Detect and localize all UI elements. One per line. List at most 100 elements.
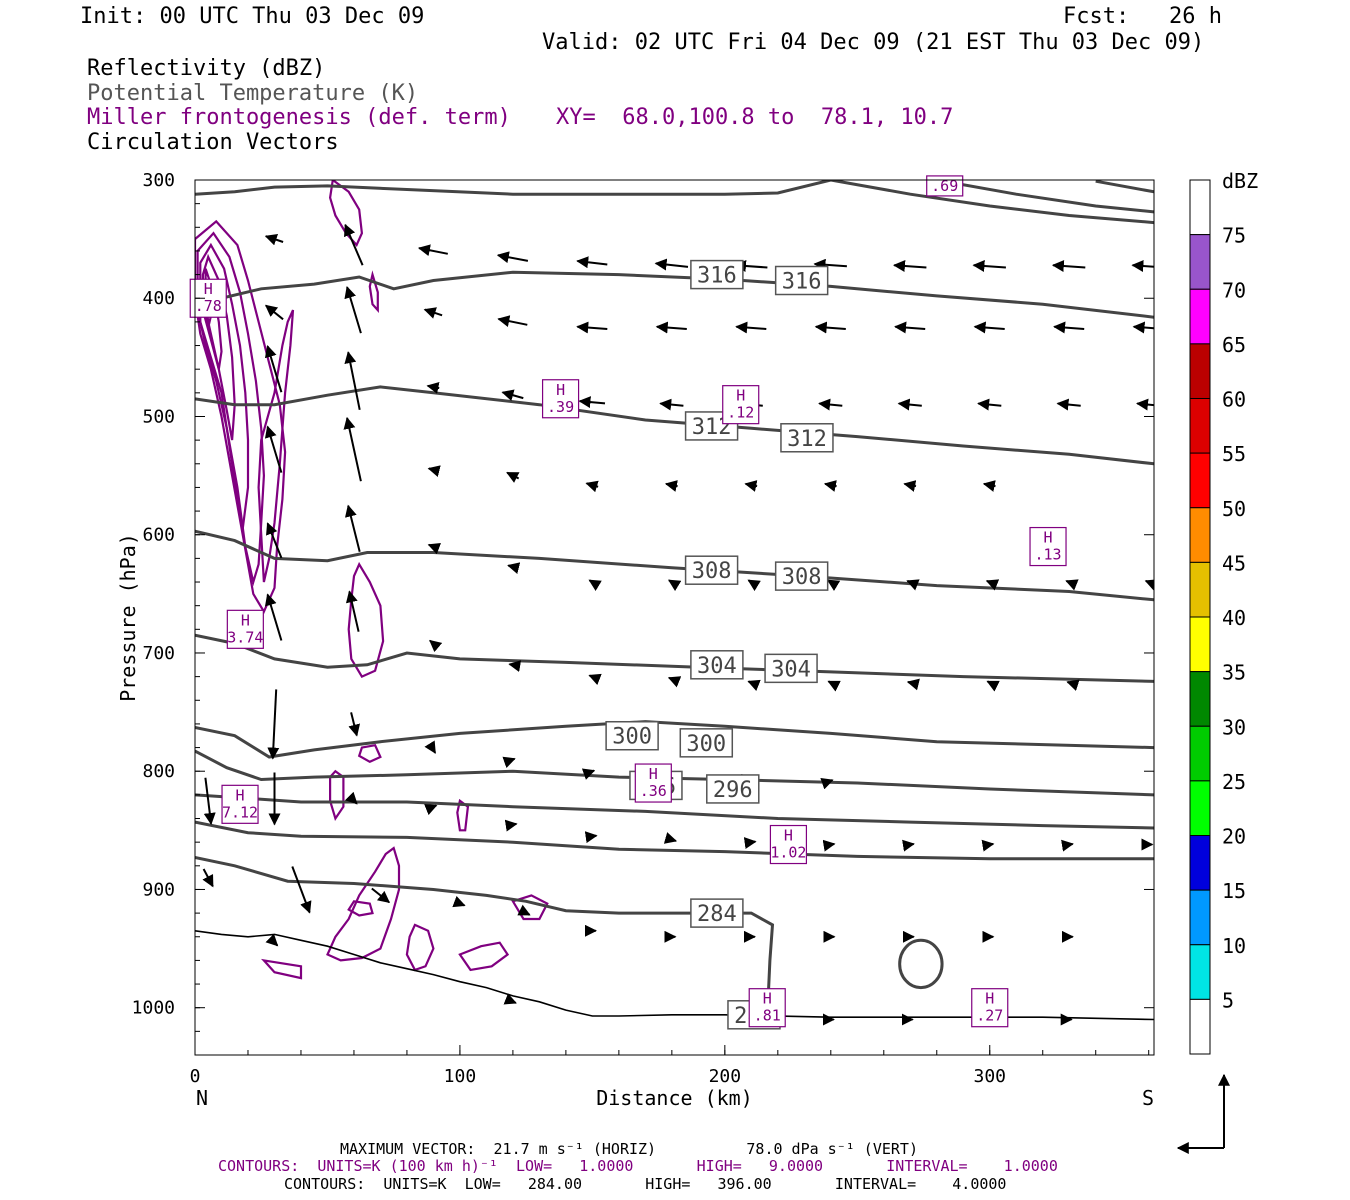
y-tick-label: 300 <box>142 170 175 191</box>
theta-label: 284 <box>697 902 737 927</box>
y-tick-label: 900 <box>142 879 175 900</box>
circulation-vector <box>264 345 283 393</box>
colorbar-tick-label: 30 <box>1222 715 1246 739</box>
circulation-vector <box>496 251 529 264</box>
axes: 0 100 200 300 300 400 500 600 700 800 900 1000 Dista… <box>116 170 1155 1110</box>
frontogenesis-high-box <box>748 988 786 1028</box>
frontogenesis-high-label: H <box>649 765 658 783</box>
theta-contours <box>195 180 1154 1020</box>
theta-label-box <box>605 720 659 751</box>
circulation-vector <box>424 803 438 816</box>
colorbar-segment <box>1189 179 1211 236</box>
theta-contour-300 <box>195 720 1154 759</box>
colorbar-tick-label: 15 <box>1222 879 1246 903</box>
frontogenesis-high-label: .81 <box>754 1007 781 1025</box>
circulation-vector <box>344 285 362 334</box>
frontogenesis-contour <box>326 846 401 962</box>
terrain-line <box>195 930 1154 1021</box>
circulation-vector <box>894 321 926 334</box>
frontogenesis-high-label: 7.12 <box>222 803 258 821</box>
circulation-vector <box>893 259 927 272</box>
circulation-vector <box>585 480 599 493</box>
contour-labels: 3163163123123083083043043003002962962842… <box>189 175 1067 1030</box>
frontogenesis-contour <box>368 270 379 313</box>
circulation-vector <box>264 593 283 641</box>
frontogenesis-high-label: H <box>784 827 793 845</box>
circulation-vector <box>576 321 608 334</box>
theta-label: 316 <box>697 264 737 289</box>
x-tick-label: 0 <box>190 1066 201 1087</box>
theta-label: 308 <box>692 559 732 584</box>
circulation-vector <box>344 504 361 553</box>
frontogenesis-contour <box>328 180 364 247</box>
circulation-vector <box>588 673 602 686</box>
theta-label: 316 <box>782 270 822 295</box>
circulation-vector <box>972 259 1006 272</box>
colorbar-segment <box>1189 671 1211 727</box>
circulation-vector <box>291 866 312 914</box>
frontogenesis-high-box <box>926 175 964 197</box>
max-vector-text: MAXIMUM VECTOR: 21.7 m s⁻¹ (HORIZ) 78.0 … <box>340 1140 918 1158</box>
circulation-vector <box>1065 579 1079 591</box>
circulation-vector <box>344 791 358 805</box>
circulation-vector <box>427 543 442 555</box>
fg-contour-info: CONTOURS: UNITS=K (100 km h)⁻¹ LOW= 1.00… <box>218 1157 1058 1175</box>
circulation-vector <box>973 321 1005 334</box>
theta-contour-320 <box>195 180 832 196</box>
theta-contour-info: CONTOURS: UNITS=K LOW= 284.00 HIGH= 396.… <box>284 1175 1007 1193</box>
circulation-vector <box>426 382 440 394</box>
frontogenesis-high-label: 1.02 <box>770 844 806 862</box>
frontogenesis-contour <box>329 769 345 822</box>
theta-closed-contour <box>898 938 944 990</box>
circulation-vector <box>503 993 517 1005</box>
circulation-vector <box>826 579 841 592</box>
reference-vector <box>1176 1073 1230 1154</box>
circulation-vector <box>747 679 761 692</box>
theta-label: 296 <box>713 778 753 803</box>
frontogenesis-high-box <box>541 379 580 419</box>
circulation-vector <box>906 678 920 691</box>
theta-contour-316 <box>195 270 1154 319</box>
colorbar-tick-label: 5 <box>1222 988 1234 1012</box>
colorbar-segment <box>1189 398 1211 454</box>
frontogenesis-contour <box>357 743 382 764</box>
circulation-vector <box>345 590 360 632</box>
frontogenesis-contour <box>347 561 385 679</box>
frontogenesis-contour <box>199 242 250 529</box>
theta-contour-328 <box>936 180 1154 214</box>
field-frontogenesis: Miller frontogenesis (def. term) <box>87 105 511 130</box>
circulation-vector <box>744 480 758 492</box>
x-tick-label: 300 <box>973 1066 1006 1087</box>
init-time: Init: 00 UTC Thu 03 Dec 09 <box>80 4 425 29</box>
circulation-vector <box>581 768 596 780</box>
colorbar-segment <box>1189 998 1211 1055</box>
colorbar-tick-label: 55 <box>1222 442 1246 466</box>
colorbar-tick-label: 20 <box>1222 825 1246 849</box>
circulation-vector <box>1056 398 1081 411</box>
frontogenesis-contour <box>257 309 295 583</box>
colorbar-tick-label: 65 <box>1222 333 1246 357</box>
colorbar-segment <box>1189 889 1211 946</box>
theta-label-box <box>774 561 829 591</box>
circulation-vector <box>452 895 466 908</box>
circulation-vector <box>897 398 922 411</box>
circulation-vector <box>822 839 836 852</box>
theta-contour-312 <box>195 385 1154 466</box>
circulation-vector <box>202 868 214 888</box>
frontogenesis-contour <box>347 900 374 917</box>
frontogenesis-high-box <box>769 824 808 865</box>
theta-label-box <box>774 265 829 296</box>
frontogenesis-high-label: H <box>736 387 745 405</box>
x-axis-label: Distance (km) <box>596 1086 753 1110</box>
colorbar-segment <box>1189 343 1211 399</box>
circulation-vector <box>985 579 1000 591</box>
frontogenesis-high-label: .69 <box>931 177 958 195</box>
frontogenesis-contours <box>195 180 549 980</box>
theta-contour-324 <box>830 180 1154 225</box>
south-end-label: S <box>1142 1086 1154 1110</box>
colorbar-segment <box>1189 944 1211 1000</box>
circulation-vector <box>667 676 682 688</box>
y-axis-label: Pressure (hPa) <box>116 533 140 702</box>
theta-contour-308 <box>195 529 1154 602</box>
y-tick-label: 700 <box>142 643 175 664</box>
